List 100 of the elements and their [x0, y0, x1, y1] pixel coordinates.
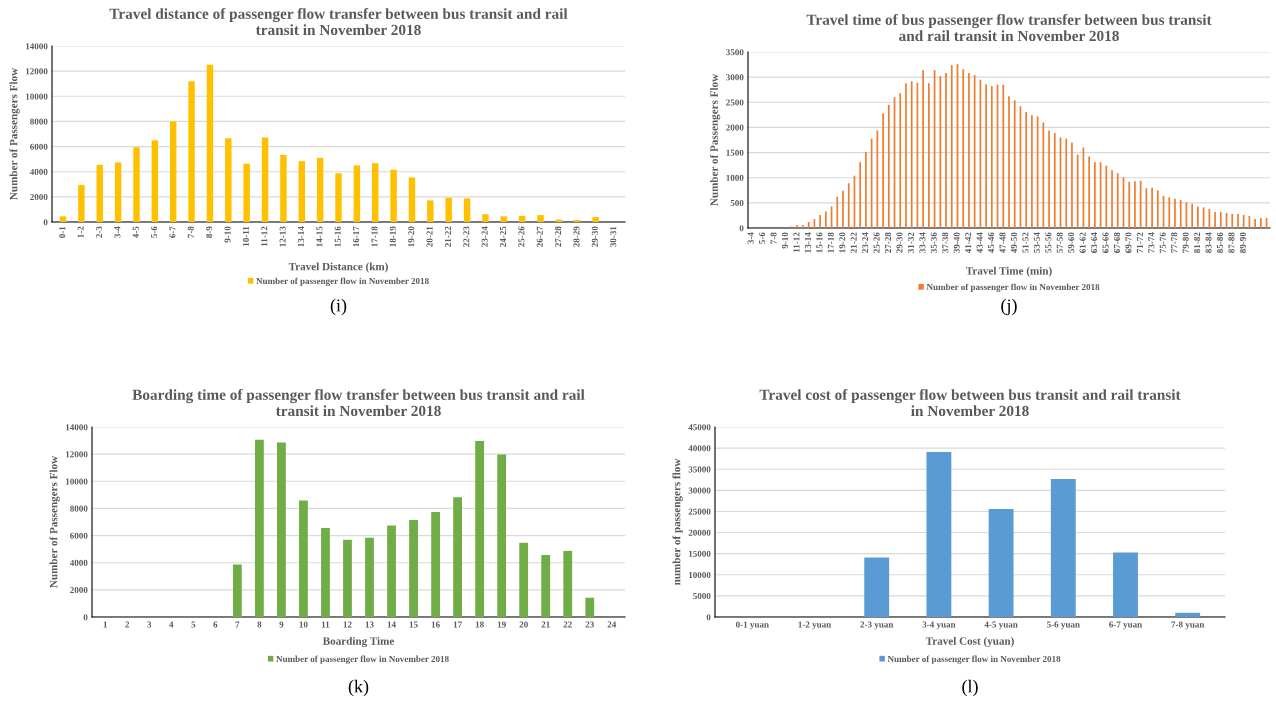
y-tick-label: 0 [83, 614, 88, 621]
bar [372, 163, 379, 222]
y-tick-label: 20000 [688, 529, 711, 536]
x-tick-label: 24 [607, 621, 617, 628]
x-tick-label: 69-70 [1125, 232, 1132, 253]
bar [365, 537, 374, 617]
x-tick-label: 45-46 [988, 232, 995, 254]
x-tick-label: 12 [343, 621, 352, 628]
bar [114, 162, 122, 222]
x-tick-label: 30-31 [610, 226, 617, 247]
bar [926, 451, 952, 617]
bar [225, 138, 232, 222]
x-tick-label: 53-54 [1033, 232, 1040, 253]
y-tick-label: 3000 [726, 74, 744, 81]
legend-label: Number of passenger flow in November 2018 [256, 277, 429, 286]
bar [1175, 612, 1201, 617]
x-tick-label: 7-8 [770, 232, 777, 244]
bar [321, 527, 330, 617]
legend-label: Number of passenger flow in November 2018 [926, 283, 1100, 292]
x-tick-label: 14-15 [316, 226, 323, 247]
x-tick-label: 26-27 [536, 226, 543, 247]
x-tick-label: 16-17 [353, 226, 360, 247]
bar [541, 554, 551, 617]
bar [387, 525, 396, 617]
y-tick-label: 6000 [70, 532, 88, 539]
x-tick-label: 11-12 [261, 226, 268, 247]
x-tick-label: 18-19 [389, 226, 396, 247]
bar [585, 597, 595, 617]
x-tick-label: 3-4 [114, 226, 121, 238]
bar [170, 121, 177, 222]
x-axis-title: Boarding Time [322, 636, 394, 648]
x-tick-label: 7-8 [187, 226, 194, 238]
bar [864, 557, 890, 617]
x-tick-label: 1-2 yuan [798, 621, 832, 630]
x-tick-label: 1-2 [77, 226, 84, 238]
x-tick-label: 10-11 [242, 226, 249, 247]
x-tick-label: 20 [519, 621, 528, 628]
x-tick-label: 22 [563, 621, 572, 628]
text: (k) [348, 679, 369, 697]
x-tick-label: 4-5 yuan [984, 621, 1018, 630]
bar [497, 454, 507, 617]
chart-title: Travel distance of passenger flow transfer between bus transit and rail transit in November 2018 [109, 8, 568, 36]
x-tick-label: 5-6 [759, 232, 766, 244]
x-tick-label: 23 [585, 621, 594, 628]
bar [232, 564, 242, 617]
y-tick-label: 35000 [688, 466, 711, 473]
bar [537, 215, 544, 222]
x-tick-label: 23-24 [481, 226, 488, 247]
x-tick-label: 9-10 [781, 232, 789, 249]
y-tick-label: 8000 [70, 505, 88, 512]
x-tick-label: 0-1 [59, 226, 66, 238]
bar [519, 542, 529, 617]
y-tick-label: 15000 [688, 550, 711, 557]
y-tick-label: 12000 [25, 68, 48, 75]
x-tick-label: 25-26 [873, 232, 880, 253]
x-tick-label: 9 [279, 621, 284, 628]
x-tick-label: 83-84 [1205, 232, 1212, 253]
x-tick-label: 59-60 [1068, 232, 1075, 253]
text: (i) [330, 298, 347, 316]
y-tick-label: 1000 [726, 174, 744, 181]
x-tick-label: 21-22 [850, 232, 857, 253]
x-tick-label: 29-30 [896, 232, 903, 253]
y-tick-label: 0 [706, 614, 711, 621]
x-tick-label: 22-23 [463, 226, 470, 247]
y-tick-label: 6000 [30, 143, 48, 150]
bar [316, 157, 324, 222]
x-tick-label: 12-13 [279, 226, 286, 247]
y-tick-label: 5000 [693, 593, 711, 600]
x-tick-label: 6-7 yuan [1109, 621, 1143, 630]
x-tick-label: 13-14 [297, 226, 305, 247]
x-tick-label: 10 [299, 621, 308, 628]
x-tick-label: 21-22 [444, 226, 451, 247]
y-tick-label: 14000 [25, 43, 48, 50]
x-tick-label: 51-52 [1022, 232, 1029, 253]
y-tick-label: 30000 [688, 487, 711, 494]
x-tick-label: 8 [257, 621, 262, 628]
x-axis-title: Travel Cost (yuan) [925, 636, 1014, 648]
bar [518, 215, 526, 222]
x-tick-label: 63-64 [1091, 232, 1098, 253]
x-tick-label: 77-78 [1171, 232, 1178, 253]
x-tick-label: 25-26 [518, 226, 525, 247]
x-tick-label: 43-44 [976, 232, 983, 254]
x-tick-label: 6 [213, 621, 218, 628]
bar [254, 439, 264, 617]
y-tick-label: 4000 [69, 559, 88, 566]
x-tick-label: 1 [103, 621, 107, 628]
x-tick-label: 4-5 [132, 226, 139, 239]
x-tick-label: 21 [541, 621, 550, 628]
bar [482, 214, 489, 222]
x-tick-label: 49-50 [1010, 232, 1017, 254]
y-tick-label: 3500 [726, 49, 744, 56]
bar [277, 442, 286, 617]
x-tick-label: 33-34 [919, 232, 926, 253]
x-tick-label: 16 [431, 621, 440, 628]
bar [408, 177, 416, 222]
x-tick-label: 15-16 [816, 232, 823, 253]
x-tick-label: 5 [191, 621, 196, 628]
x-tick-label: 18 [475, 621, 484, 628]
y-tick-label: 0 [43, 219, 48, 226]
bar [188, 81, 195, 222]
